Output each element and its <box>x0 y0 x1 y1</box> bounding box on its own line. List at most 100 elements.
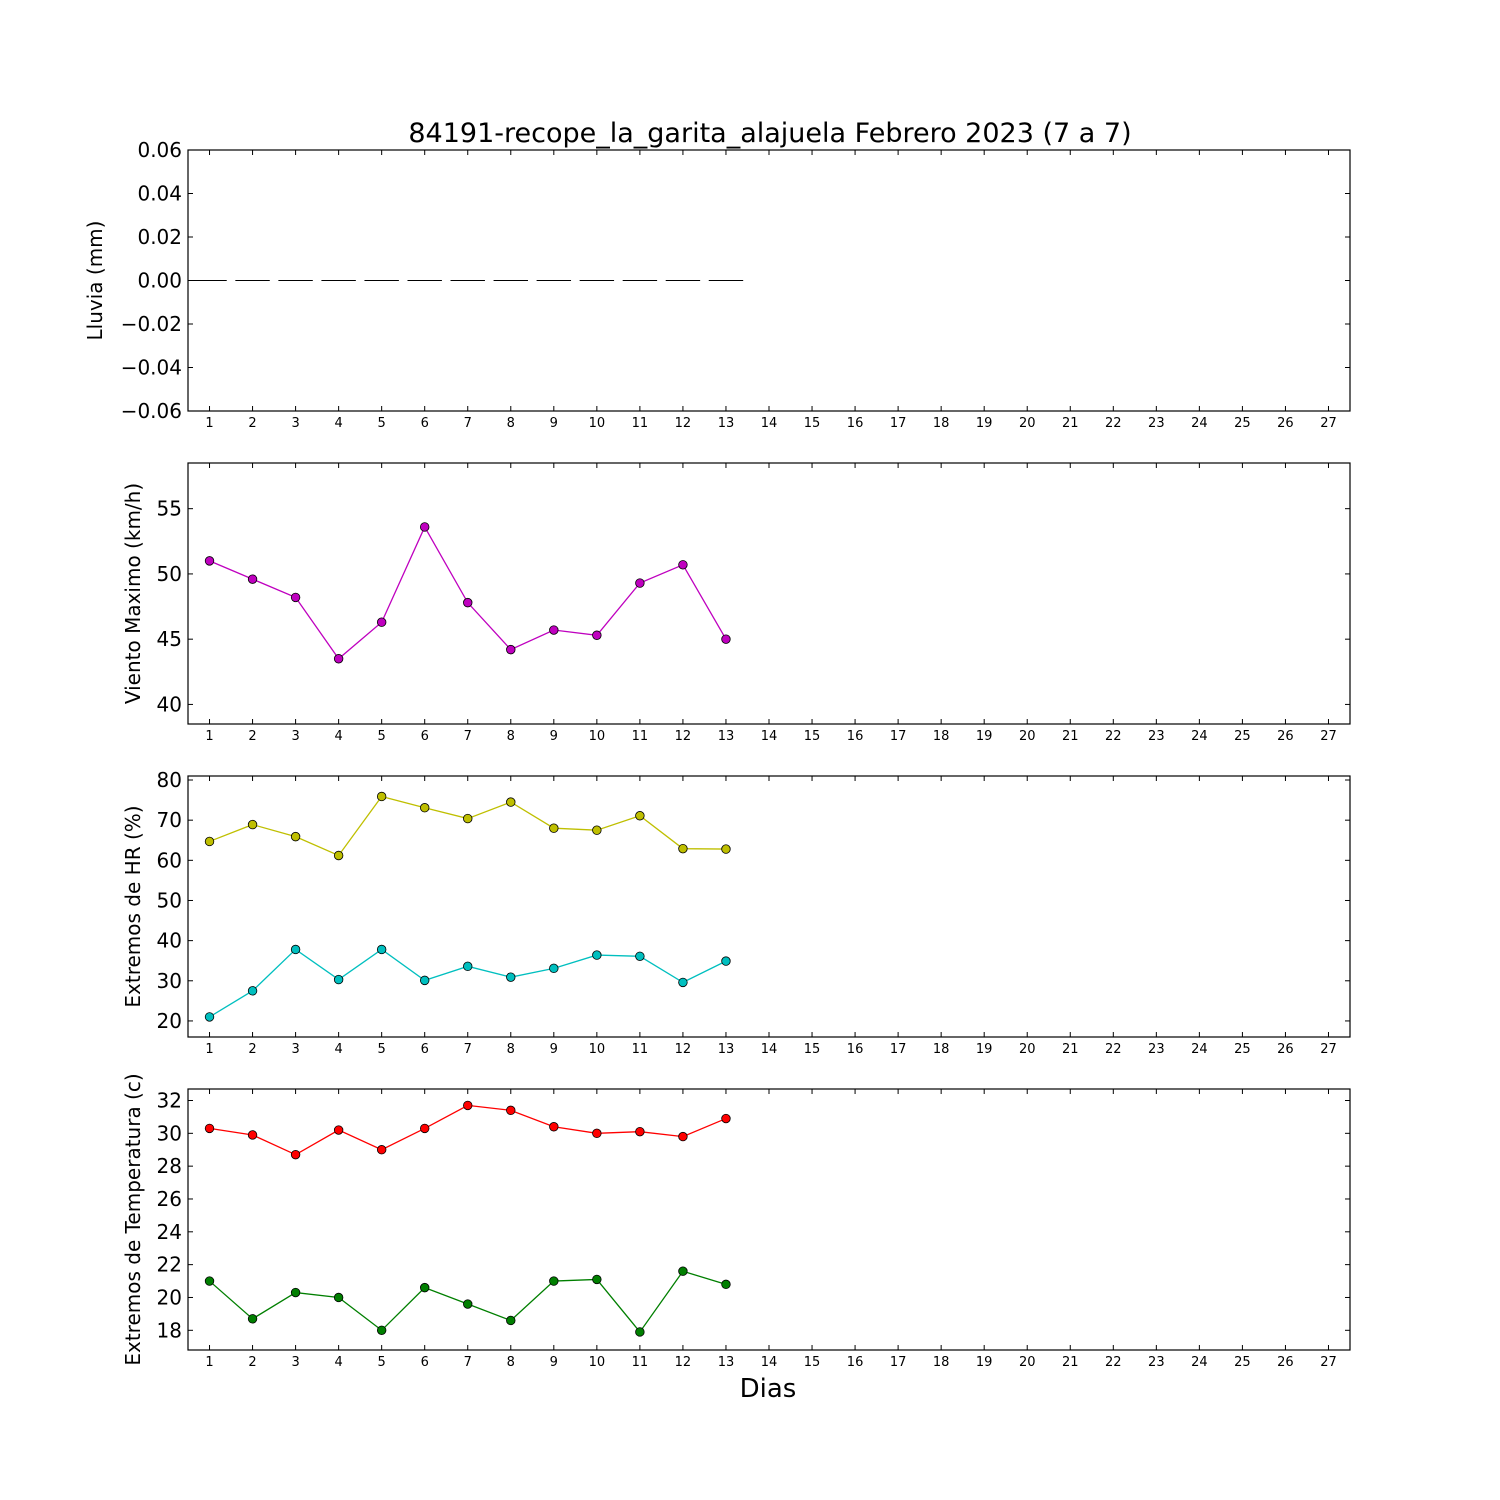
lluvia-x-tick-label: 27 <box>1320 416 1337 431</box>
temperatura-y-tick-label: 22 <box>157 1253 182 1277</box>
temperatura-x-tick-label: 23 <box>1148 1355 1165 1370</box>
hr-series-point-0 <box>376 791 387 802</box>
lluvia-x-tick-label: 8 <box>507 416 515 431</box>
temperatura-series-point-1 <box>333 1292 344 1303</box>
hr-series-point-0 <box>635 811 645 821</box>
viento-x-tick-label: 1 <box>205 729 213 744</box>
panel-viento: 1 2 3 4 5 6 7 8 9 10 11 12 13 14 15 16 17 18 19 20 21 22 23 24 2… <box>121 462 1351 744</box>
lluvia-y-tick-label: 0.06 <box>137 138 182 162</box>
temperatura-y-tick-label: 20 <box>157 1285 182 1309</box>
temperatura-series-point-0 <box>420 1123 430 1134</box>
hr-x-tick-label: 16 <box>847 1042 864 1057</box>
hr-y-tick-label: 70 <box>157 808 182 832</box>
viento-series-point-0 <box>635 578 645 588</box>
viento-x-tick-label: 4 <box>334 729 342 744</box>
temperatura-series-point-0 <box>333 1125 344 1135</box>
viento-series-point-0 <box>592 630 602 640</box>
lluvia-x-tick-label: 2 <box>248 416 256 431</box>
viento-series-point-0 <box>204 556 215 566</box>
viento-x-tick-label: 16 <box>847 729 864 744</box>
hr-x-tick-label: 19 <box>976 1042 993 1057</box>
viento-x-tick-label: 20 <box>1019 729 1036 744</box>
hr-series-point-1 <box>592 950 602 960</box>
hr-x-tick-label: 8 <box>507 1042 515 1057</box>
temperatura-series-point-1 <box>592 1274 602 1285</box>
hr-series-point-0 <box>721 844 731 854</box>
hr-series-point-0 <box>592 825 602 835</box>
temperatura-series-point-1 <box>506 1315 516 1326</box>
hr-series-point-1 <box>204 1012 215 1022</box>
lluvia-x-tick-label: 25 <box>1234 416 1251 431</box>
hr-series-point-1 <box>506 972 516 982</box>
hr-series-point-1 <box>721 956 731 966</box>
temperatura-x-tick-label: 26 <box>1277 1355 1294 1370</box>
hr-x-tick-label: 18 <box>933 1042 950 1057</box>
temperatura-y-tick-label: 32 <box>157 1088 182 1112</box>
lluvia-x-tick-label: 26 <box>1277 416 1294 431</box>
temperatura-series-point-1 <box>549 1276 559 1286</box>
viento-x-tick-label: 7 <box>464 729 472 744</box>
lluvia-x-tick-label: 24 <box>1191 416 1208 431</box>
hr-x-tick-label: 21 <box>1062 1042 1079 1057</box>
temperatura-x-tick-label: 12 <box>675 1355 692 1370</box>
hr-series-point-1 <box>635 951 645 961</box>
temperatura-y-tick-label: 18 <box>157 1318 182 1342</box>
viento-x-tick-label: 17 <box>890 729 907 744</box>
lluvia-x-tick-label: 1 <box>205 416 213 431</box>
hr-x-tick-label: 5 <box>378 1042 386 1057</box>
viento-series-point-0 <box>290 592 301 603</box>
temperatura-series-point-0 <box>549 1122 559 1132</box>
hr-x-tick-label: 26 <box>1277 1042 1294 1057</box>
hr-series-point-1 <box>463 961 473 972</box>
viento-x-tick-label: 21 <box>1062 729 1079 744</box>
hr-series-point-1 <box>376 944 387 955</box>
hr-x-tick-label: 20 <box>1019 1042 1036 1057</box>
viento-x-tick-label: 6 <box>421 729 429 744</box>
hr-series-point-0 <box>333 850 344 861</box>
lluvia-x-tick-label: 11 <box>632 416 649 431</box>
lluvia-x-tick-label: 5 <box>378 416 386 431</box>
viento-series-point-0 <box>721 634 731 644</box>
lluvia-axes-frame <box>187 149 1351 412</box>
lluvia-x-tick-label: 17 <box>890 416 907 431</box>
hr-series-point-1 <box>549 963 559 974</box>
viento-series-point-0 <box>463 597 473 608</box>
viento-series-point-0 <box>376 617 387 627</box>
viento-x-tick-label: 2 <box>248 729 256 744</box>
chart-panels: 1 2 3 4 5 6 7 8 9 10 11 12 13 14 15 16 17 18 19 20 21 22 23 24 2… <box>83 138 1351 1370</box>
lluvia-x-tick-label: 7 <box>464 416 472 431</box>
temperatura-x-tick-label: 4 <box>334 1355 342 1370</box>
hr-x-tick-label: 11 <box>632 1042 649 1057</box>
panel-hr: 1 2 3 4 5 6 7 8 9 10 11 12 13 14 15 16 17 18 19 20 21 22 23 24 2… <box>121 768 1351 1057</box>
lluvia-y-axis-label: Lluvia (mm) <box>83 221 107 341</box>
hr-x-tick-label: 17 <box>890 1042 907 1057</box>
temperatura-series-point-0 <box>376 1145 387 1155</box>
hr-x-tick-label: 9 <box>550 1042 558 1057</box>
hr-series-point-0 <box>549 823 559 833</box>
lluvia-x-tick-label: 14 <box>761 416 778 431</box>
hr-x-tick-label: 7 <box>464 1042 472 1057</box>
temperatura-x-tick-label: 14 <box>761 1355 778 1370</box>
viento-x-tick-label: 15 <box>804 729 821 744</box>
lluvia-x-tick-label: 15 <box>804 416 821 431</box>
hr-x-tick-label: 27 <box>1320 1042 1337 1057</box>
lluvia-y-tick-label: −0.06 <box>121 399 182 423</box>
temperatura-x-tick-label: 7 <box>464 1355 472 1370</box>
temperatura-x-tick-label: 22 <box>1105 1355 1122 1370</box>
viento-series-point-0 <box>678 560 688 570</box>
hr-series-point-1 <box>420 975 430 986</box>
temperatura-series-point-1 <box>635 1327 645 1337</box>
hr-series-point-0 <box>678 843 688 854</box>
lluvia-x-tick-label: 9 <box>550 416 558 431</box>
hr-series-point-1 <box>678 977 688 988</box>
lluvia-x-tick-label: 16 <box>847 416 864 431</box>
viento-x-tick-label: 12 <box>675 729 692 744</box>
temperatura-y-axis-label: Extremos de Temperatura (c) <box>121 1073 145 1365</box>
temperatura-x-tick-label: 25 <box>1234 1355 1251 1370</box>
temperatura-x-tick-label: 19 <box>976 1355 993 1370</box>
hr-x-tick-label: 13 <box>718 1042 735 1057</box>
lluvia-x-tick-label: 12 <box>675 416 692 431</box>
temperatura-series-point-1 <box>420 1282 430 1293</box>
temperatura-x-tick-label: 24 <box>1191 1355 1208 1370</box>
